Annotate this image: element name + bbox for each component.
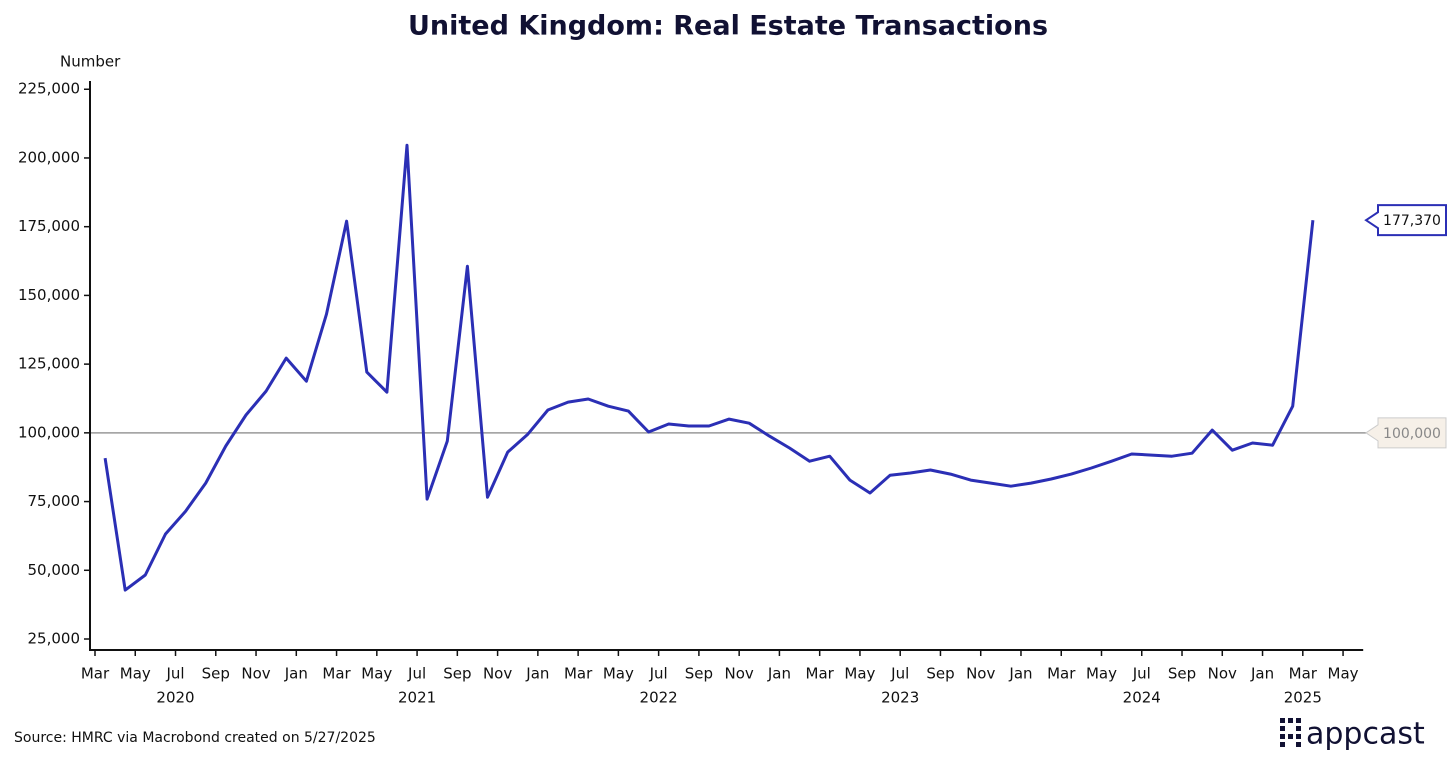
x-tick-label: Mar: [564, 665, 593, 683]
x-tick-label: Jan: [767, 665, 791, 683]
x-tick-label: Jan: [284, 665, 308, 683]
x-tick-label: Jul: [407, 665, 426, 683]
x-tick-label: Nov: [241, 665, 270, 683]
y-tick-label: 175,000: [18, 217, 80, 235]
x-tick-label: Mar: [322, 665, 351, 683]
x-tick-label: May: [603, 665, 634, 683]
series-line: [103, 143, 1315, 592]
year-label: 2024: [1123, 689, 1161, 707]
y-tick-label: 125,000: [18, 355, 80, 373]
x-tick-label: Sep: [443, 665, 471, 683]
x-tick-label: Mar: [1289, 665, 1318, 683]
y-tick-label: 225,000: [18, 80, 80, 98]
x-tick-label: Mar: [806, 665, 835, 683]
x-tick-label: Jan: [1008, 665, 1032, 683]
x-tick-label: Mar: [81, 665, 110, 683]
value-label: 177,370: [1383, 213, 1441, 229]
reference-label-box: [1365, 417, 1447, 449]
x-tick-label: Sep: [926, 665, 954, 683]
x-tick-label: Nov: [725, 665, 754, 683]
source: Source: HMRC via Macrobond created on 5/…: [14, 730, 376, 746]
x-tick-label: Jul: [649, 665, 668, 683]
x-tick-label: Jul: [165, 665, 184, 683]
logo-dots: [1280, 718, 1301, 747]
y-tick-label: 100,000: [18, 423, 80, 441]
x-tick-label: Jul: [890, 665, 909, 683]
x-tick-label: May: [1328, 665, 1359, 683]
year-label: 2021: [398, 689, 436, 707]
logo: appcast: [1306, 717, 1425, 752]
year-label: 2023: [881, 689, 919, 707]
x-tick-label: May: [1086, 665, 1117, 683]
y-axis-label: Number: [60, 53, 121, 71]
x-tick-label: Nov: [483, 665, 512, 683]
y-tick-label: 25,000: [28, 630, 81, 648]
year-label: 2020: [156, 689, 194, 707]
y-tick-label: 200,000: [18, 148, 80, 166]
y-tick-label: 75,000: [28, 492, 81, 510]
x-tick-label: Mar: [1047, 665, 1076, 683]
x-tick-label: Jul: [1132, 665, 1151, 683]
x-tick-label: May: [120, 665, 151, 683]
x-tick-label: Jan: [525, 665, 549, 683]
chart-title: United Kingdom: Real Estate Transactions: [408, 11, 1048, 42]
year-label: 2022: [640, 689, 678, 707]
x-tick-label: Sep: [202, 665, 230, 683]
value-label-box: [1364, 204, 1447, 237]
x-tick-label: Nov: [966, 665, 995, 683]
year-label: 2025: [1284, 689, 1322, 707]
x-tick-label: Sep: [685, 665, 713, 683]
x-tick-label: Nov: [1208, 665, 1237, 683]
x-tick-label: May: [361, 665, 392, 683]
reference-label: 100,000: [1383, 426, 1441, 442]
y-tick-label: 150,000: [18, 286, 80, 304]
y-tick-label: 50,000: [28, 561, 81, 579]
x-tick-label: Jan: [1250, 665, 1274, 683]
x-tick-label: Sep: [1168, 665, 1196, 683]
x-tick-label: May: [844, 665, 875, 683]
